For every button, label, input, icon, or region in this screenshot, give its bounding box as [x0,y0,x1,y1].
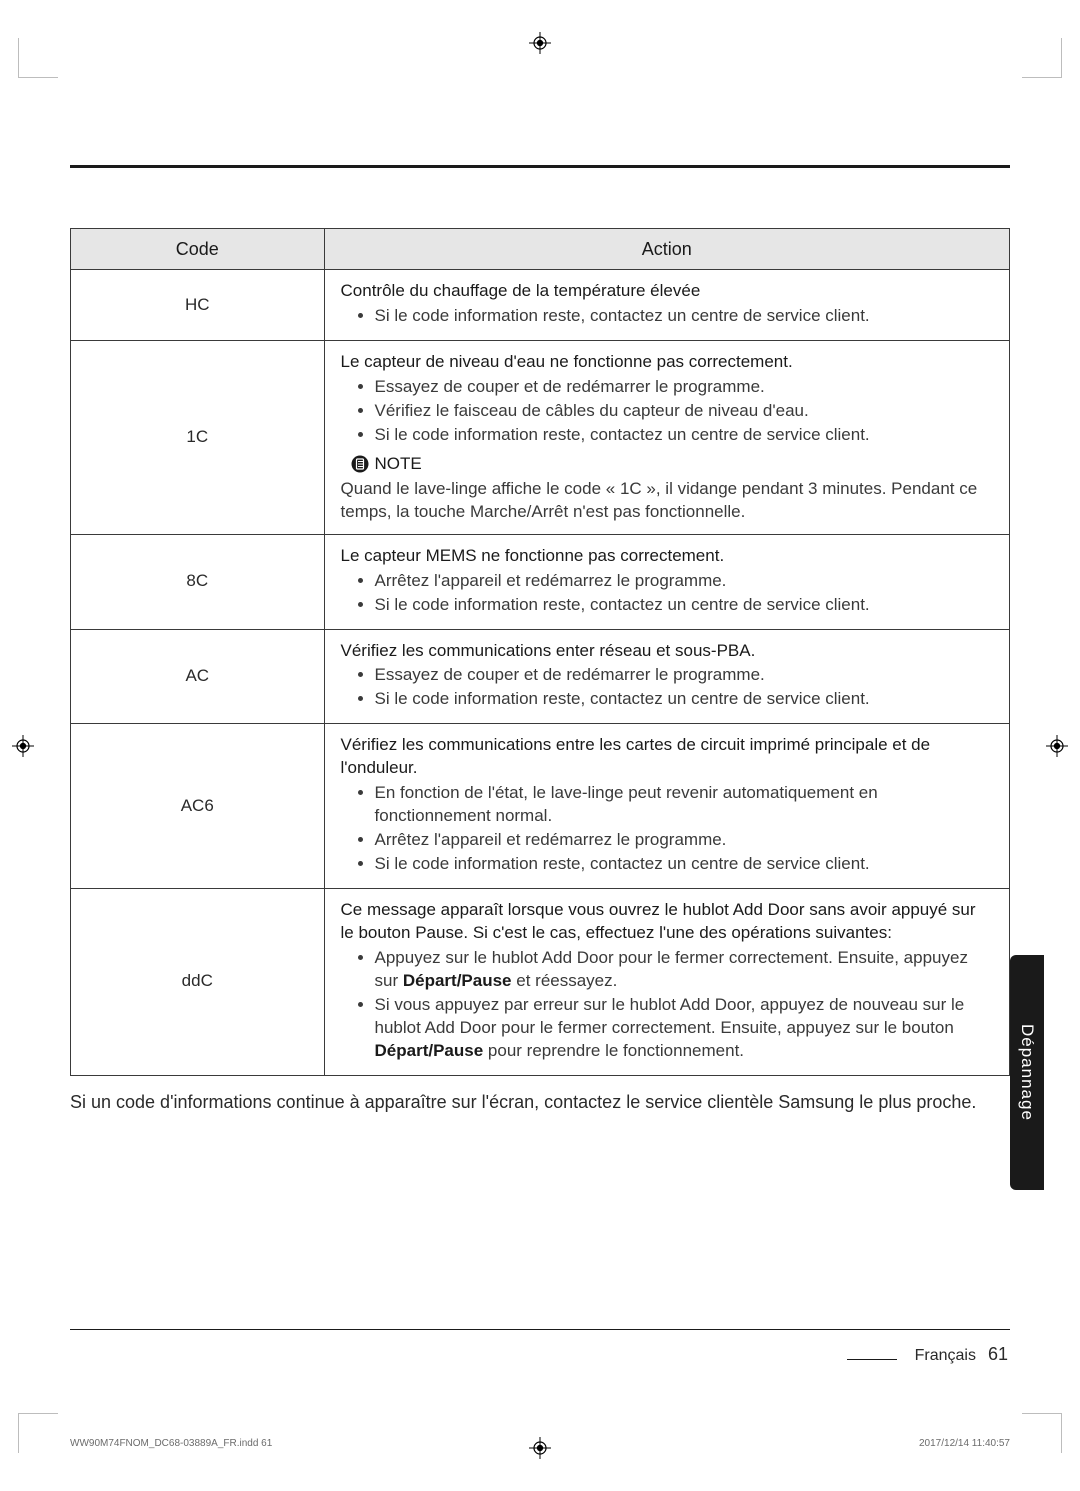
action-lead: Le capteur MEMS ne fonctionne pas correc… [341,545,993,568]
section-tab-label: Dépannage [1017,1024,1037,1121]
list-item: En fonction de l'état, le lave-linge peu… [375,782,993,828]
table-header-code: Code [71,229,325,270]
action-cell: Le capteur MEMS ne fonctionne pas correc… [324,534,1009,629]
page-footer: Français 61 [70,1329,1010,1365]
table-row: AC Vérifiez les communications enter rése… [71,629,1010,724]
crop-mark [18,38,58,78]
crop-mark [18,1413,58,1453]
registration-mark-icon [12,735,34,757]
list-item: Essayez de couper et de redémarrer le pr… [375,376,993,399]
imprint-line: WW90M74FNOM_DC68-03889A_FR.indd 61 2017/… [70,1438,1010,1449]
action-cell: Ce message apparaît lorsque vous ouvrez … [324,888,1009,1075]
list-item: Essayez de couper et de redémarrer le pr… [375,664,993,687]
action-cell: Vérifiez les communications entre les ca… [324,724,1009,889]
list-item: Arrêtez l'appareil et redémarrez le prog… [375,829,993,852]
list-item: Si vous appuyez par erreur sur le hublot… [375,994,993,1063]
list-item: Si le code information reste, contactez … [375,424,993,447]
section-tab: Dépannage [1010,955,1044,1190]
list-item: Si le code information reste, contactez … [375,853,993,876]
imprint-left: WW90M74FNOM_DC68-03889A_FR.indd 61 [70,1438,272,1449]
list-item: Si le code information reste, contactez … [375,688,993,711]
action-bullets: Appuyez sur le hublot Add Door pour le f… [341,947,993,1063]
bold-term: Départ/Pause [403,971,512,990]
note-row: NOTE [351,453,993,476]
action-lead: Le capteur de niveau d'eau ne fonctionne… [341,351,993,374]
action-lead: Contrôle du chauffage de la température … [341,280,993,303]
footer-page-number: 61 [988,1344,1008,1365]
table-row: AC6 Vérifiez les communications entre les… [71,724,1010,889]
registration-mark-icon [529,32,551,54]
page-content: Code Action HC Contrôle du chauffage de l… [70,95,1010,1395]
footer-dash [847,1359,897,1360]
table-row: 8C Le capteur MEMS ne fonctionne pas corr… [71,534,1010,629]
section-rule [70,165,1010,168]
imprint-right: 2017/12/14 11:40:57 [919,1438,1010,1449]
table-row: 1C Le capteur de niveau d'eau ne fonction… [71,341,1010,535]
action-lead: Vérifiez les communications enter réseau… [341,640,993,663]
table-row: ddC Ce message apparaît lorsque vous ouvr… [71,888,1010,1075]
note-body: Quand le lave-linge affiche le code « 1C… [341,478,993,524]
action-cell: Le capteur de niveau d'eau ne fonctionne… [324,341,1009,535]
list-item: Vérifiez le faisceau de câbles du capteu… [375,400,993,423]
code-cell: AC [71,629,325,724]
code-cell: HC [71,270,325,341]
action-bullets: Arrêtez l'appareil et redémarrez le prog… [341,570,993,617]
action-bullets: Essayez de couper et de redémarrer le pr… [341,664,993,711]
note-label: NOTE [375,453,422,476]
action-bullets: Essayez de couper et de redémarrer le pr… [341,376,993,447]
table-row: HC Contrôle du chauffage de la températur… [71,270,1010,341]
code-cell: ddC [71,888,325,1075]
code-cell: 8C [71,534,325,629]
registration-mark-icon [1046,735,1068,757]
list-item: Appuyez sur le hublot Add Door pour le f… [375,947,993,993]
error-codes-table: Code Action HC Contrôle du chauffage de l… [70,228,1010,1076]
action-bullets: En fonction de l'état, le lave-linge peu… [341,782,993,876]
action-bullets: Si le code information reste, contactez … [341,305,993,328]
closing-paragraph: Si un code d'informations continue à app… [70,1090,1010,1115]
crop-mark [1022,38,1062,78]
table-header-action: Action [324,229,1009,270]
note-icon [351,455,369,473]
bold-term: Départ/Pause [375,1041,484,1060]
code-cell: AC6 [71,724,325,889]
crop-mark [1022,1413,1062,1453]
list-item: Si le code information reste, contactez … [375,305,993,328]
action-lead: Vérifiez les communications entre les ca… [341,734,993,780]
action-lead: Ce message apparaît lorsque vous ouvrez … [341,899,993,945]
footer-language: Français [915,1347,976,1365]
list-item: Arrêtez l'appareil et redémarrez le prog… [375,570,993,593]
footer-rule [70,1329,1010,1330]
action-cell: Vérifiez les communications enter réseau… [324,629,1009,724]
code-cell: 1C [71,341,325,535]
action-cell: Contrôle du chauffage de la température … [324,270,1009,341]
list-item: Si le code information reste, contactez … [375,594,993,617]
